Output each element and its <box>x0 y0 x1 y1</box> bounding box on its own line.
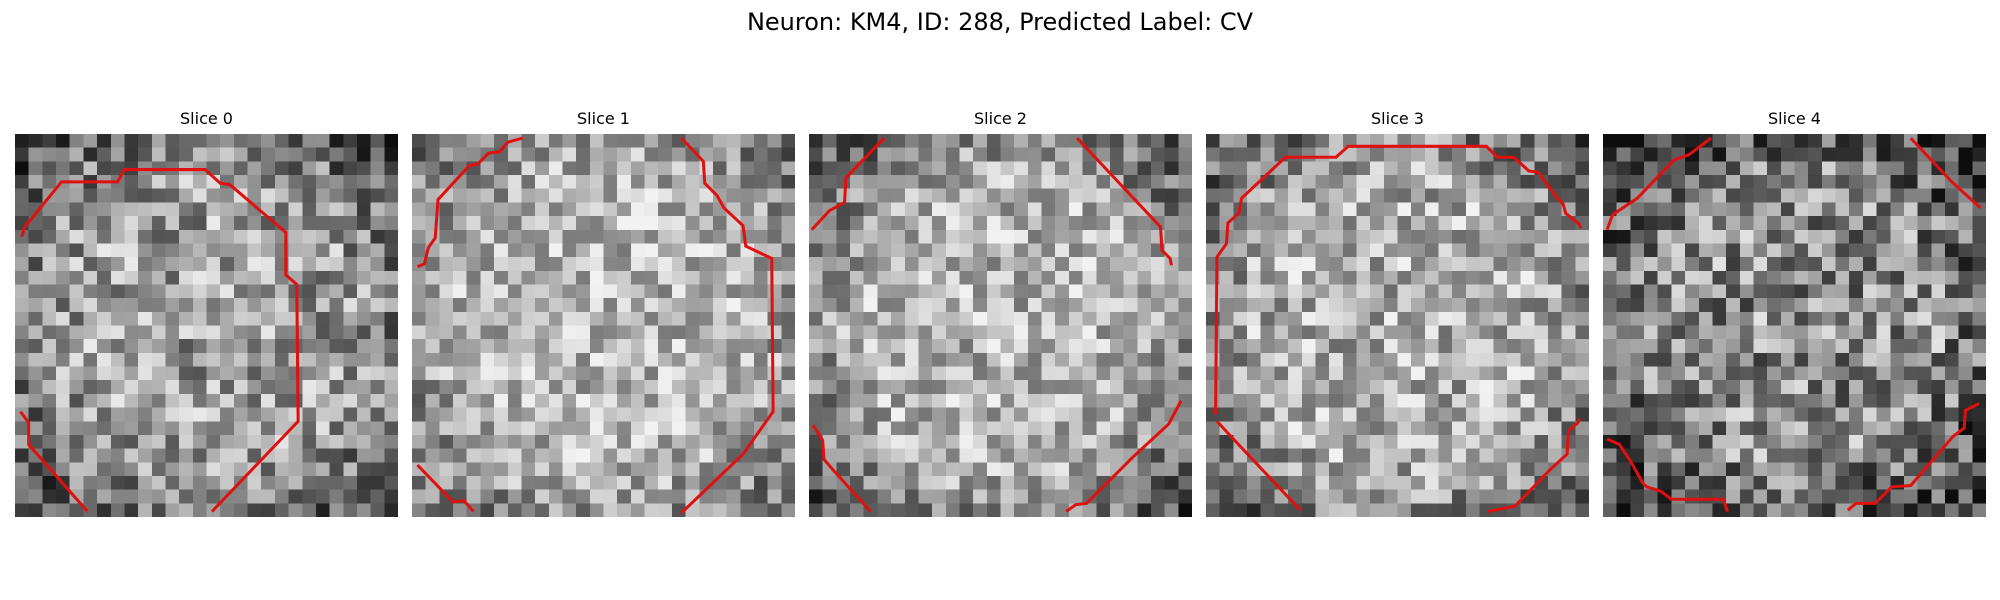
slice-panel-2: Slice 2 <box>809 108 1192 517</box>
slice-image <box>1206 134 1589 517</box>
slice-image <box>412 134 795 517</box>
slice-title: Slice 4 <box>1768 109 1821 128</box>
slice-title: Slice 0 <box>180 109 233 128</box>
slice-panel-3: Slice 3 <box>1206 108 1589 517</box>
slice-panel-0: Slice 0 <box>15 108 398 517</box>
figure-title: Neuron: KM4, ID: 288, Predicted Label: C… <box>746 8 1254 36</box>
slice-title: Slice 1 <box>577 109 630 128</box>
slice-image <box>809 134 1192 517</box>
slice-title: Slice 3 <box>1371 109 1424 128</box>
slice-title: Slice 2 <box>974 109 1027 128</box>
slice-panel-1: Slice 1 <box>412 108 795 517</box>
slice-panel-4: Slice 4 <box>1603 108 1986 517</box>
slice-image <box>15 134 398 517</box>
slice-image <box>1603 134 1986 517</box>
